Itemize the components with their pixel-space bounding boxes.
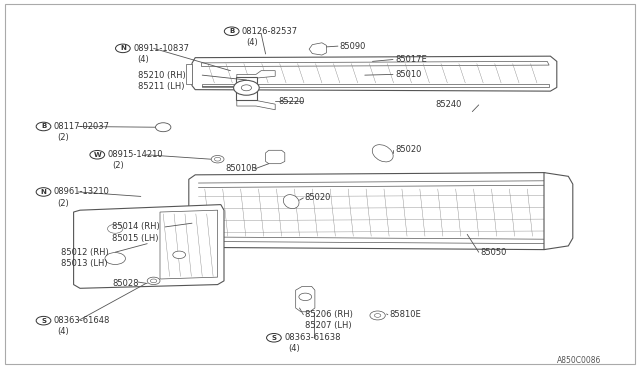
Circle shape: [105, 253, 125, 264]
Circle shape: [147, 277, 160, 285]
Text: 85210 (RH): 85210 (RH): [138, 71, 186, 80]
Polygon shape: [192, 56, 557, 91]
Text: 08363-61648: 08363-61648: [54, 316, 110, 325]
Text: 85015 (LH): 85015 (LH): [112, 234, 159, 243]
Text: (4): (4): [58, 327, 69, 336]
Text: 08117-02037: 08117-02037: [54, 122, 110, 131]
Polygon shape: [202, 61, 549, 67]
Text: 85020: 85020: [396, 145, 422, 154]
Polygon shape: [544, 173, 573, 250]
Text: (4): (4): [138, 55, 149, 64]
Text: W: W: [93, 152, 101, 158]
Circle shape: [36, 316, 51, 325]
Text: 85220: 85220: [278, 97, 305, 106]
Circle shape: [299, 293, 312, 301]
Text: (4): (4): [246, 38, 258, 47]
Polygon shape: [296, 286, 315, 312]
Circle shape: [234, 80, 259, 95]
Text: 85028: 85028: [112, 279, 138, 288]
Text: 85050: 85050: [480, 248, 506, 257]
Text: S: S: [41, 318, 46, 324]
Text: 85207 (LH): 85207 (LH): [305, 321, 351, 330]
Polygon shape: [309, 43, 326, 55]
Text: B: B: [41, 124, 46, 129]
Text: 85012 (RH): 85012 (RH): [61, 248, 109, 257]
Circle shape: [241, 85, 252, 91]
Polygon shape: [237, 100, 275, 110]
Circle shape: [36, 187, 51, 196]
Text: 85010B: 85010B: [225, 164, 257, 173]
Polygon shape: [202, 84, 549, 87]
Text: 85211 (LH): 85211 (LH): [138, 82, 184, 91]
Polygon shape: [236, 77, 257, 100]
Circle shape: [90, 151, 105, 159]
Text: 85010: 85010: [396, 70, 422, 79]
Polygon shape: [186, 64, 192, 84]
Text: 08126-82537: 08126-82537: [242, 27, 298, 36]
Ellipse shape: [372, 145, 393, 162]
Text: (2): (2): [112, 161, 124, 170]
Circle shape: [211, 155, 224, 163]
Circle shape: [370, 311, 385, 320]
Text: (2): (2): [58, 133, 69, 142]
Text: 85020: 85020: [305, 193, 331, 202]
Circle shape: [108, 224, 123, 233]
Text: 08363-61638: 08363-61638: [284, 333, 340, 342]
Text: N: N: [120, 45, 126, 51]
Text: 85206 (RH): 85206 (RH): [305, 310, 353, 319]
Text: S: S: [271, 335, 276, 341]
Circle shape: [214, 157, 221, 161]
Text: 85090: 85090: [339, 42, 365, 51]
Text: B: B: [229, 28, 234, 34]
Text: 08915-14210: 08915-14210: [108, 150, 163, 159]
Text: 85017E: 85017E: [396, 55, 428, 64]
Polygon shape: [189, 173, 560, 250]
Text: A850C0086: A850C0086: [557, 356, 601, 365]
Text: N: N: [40, 189, 47, 195]
Text: 08911-10837: 08911-10837: [133, 44, 189, 53]
Ellipse shape: [284, 195, 299, 209]
Circle shape: [173, 251, 186, 259]
Text: 85013 (LH): 85013 (LH): [61, 259, 108, 268]
Circle shape: [267, 333, 282, 342]
Text: (2): (2): [58, 199, 69, 208]
Polygon shape: [266, 150, 285, 164]
Polygon shape: [160, 210, 218, 279]
Text: (4): (4): [288, 344, 300, 353]
Text: 85810E: 85810E: [389, 310, 421, 319]
Text: 85240: 85240: [435, 100, 461, 109]
Text: 08961-13210: 08961-13210: [54, 187, 109, 196]
Circle shape: [150, 279, 157, 283]
Polygon shape: [74, 205, 224, 288]
Circle shape: [225, 27, 239, 36]
Circle shape: [36, 122, 51, 131]
Text: 85014 (RH): 85014 (RH): [112, 222, 160, 231]
Circle shape: [115, 44, 131, 53]
Circle shape: [374, 314, 381, 317]
Circle shape: [156, 123, 171, 132]
Polygon shape: [237, 71, 275, 78]
